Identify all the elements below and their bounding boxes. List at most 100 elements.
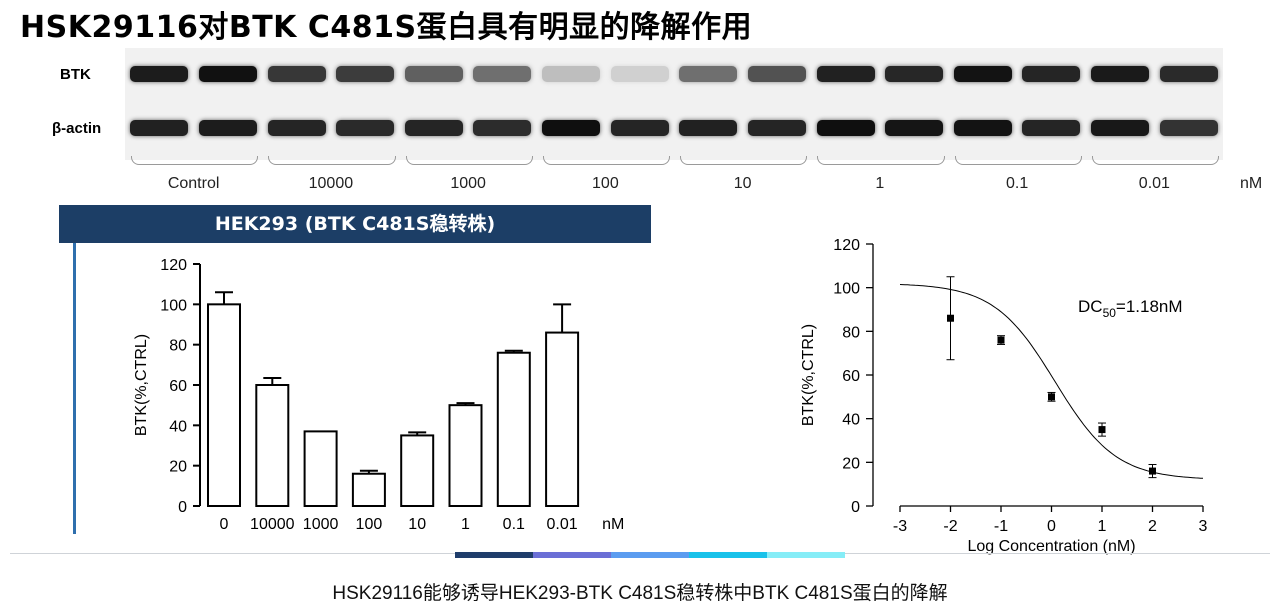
- blot-group-label: 0.1: [1006, 175, 1029, 192]
- bar-chart-y-tick-label: 0: [178, 499, 187, 516]
- blot-band-actin: [1091, 120, 1150, 136]
- blot-group-label: Control: [167, 175, 220, 192]
- bar: [255, 384, 290, 507]
- blot-band-actin: [267, 120, 326, 136]
- bar-chart-y-tick-label: 120: [160, 257, 187, 274]
- dc50-annotation-prefix: DC: [1078, 297, 1103, 316]
- blot-band-actin: [885, 120, 944, 136]
- blot-row-label-btk: BTK: [60, 66, 91, 83]
- bar: [545, 331, 580, 507]
- blot-group-label: 1000: [450, 175, 486, 192]
- blot-group-label: 10000: [308, 175, 354, 192]
- curve-chart-x-tick-label: -3: [893, 518, 907, 535]
- blot-group-brace: [954, 156, 1082, 165]
- blot-band-btk: [747, 66, 806, 82]
- blot-band-btk: [816, 66, 875, 82]
- bar-chart-x-tick-label: 0.01: [547, 516, 578, 533]
- curve-chart-x-tick-label: 1: [1098, 518, 1107, 535]
- blot-band-btk: [336, 66, 395, 82]
- dc50-annotation-suffix: =1.18nM: [1116, 297, 1183, 316]
- blot-band-btk: [885, 66, 944, 82]
- blot-band-actin: [130, 120, 189, 136]
- data-point: [1149, 467, 1156, 475]
- blot-band-actin: [404, 120, 463, 136]
- blot-band-btk: [679, 66, 738, 82]
- blot-group-brace: [680, 156, 808, 165]
- bar: [351, 472, 386, 508]
- blot-unit-label: nM: [1240, 175, 1263, 192]
- bar-chart-y-tick-label: 80: [169, 338, 187, 355]
- curve-chart-x-tick-label: -1: [994, 518, 1008, 535]
- page-title: HSK29116对BTK C481S蛋白具有明显的降解作用: [20, 10, 753, 45]
- data-point: [1048, 393, 1055, 401]
- cell-line-banner: HEK293 (BTK C481S稳转株): [59, 205, 651, 243]
- bar-chart-x-tick-label: 10000: [250, 516, 295, 533]
- data-point: [997, 336, 1005, 344]
- bar-chart-x-tick-label: 1000: [303, 516, 339, 533]
- bar: [400, 434, 435, 508]
- bar-chart-x-unit-label: nM: [602, 516, 624, 533]
- data-point: [947, 314, 954, 322]
- blot-group-label: 0.01: [1138, 175, 1170, 192]
- blot-row-label-actin: β-actin: [52, 120, 102, 137]
- blot-group-brace: [268, 156, 396, 165]
- bar-chart: 0 20 40 60 80 100 120 BTK(%,CTRL) 0 10000 1000 100 1…: [133, 257, 624, 533]
- curve-chart-x-tick-label: 3: [1199, 518, 1208, 535]
- blot-band-btk: [953, 66, 1012, 82]
- curve-chart-x-tick-label: 0: [1047, 518, 1056, 535]
- blot-band-actin: [1022, 120, 1081, 136]
- blot-band-actin: [610, 120, 669, 136]
- curve-chart-y-tick-label: 40: [842, 412, 860, 429]
- blot-band-actin: [816, 120, 875, 136]
- bar-chart-x-tick-label: 10: [408, 516, 426, 533]
- cell-line-banner-text: HEK293 (BTK C481S稳转株): [214, 213, 496, 235]
- blot-band-btk: [542, 66, 601, 82]
- bar-chart-y-tick-label: 20: [169, 459, 187, 476]
- blot-band-actin: [953, 120, 1012, 136]
- curve-chart-y-tick-label: 20: [842, 455, 860, 472]
- figure-caption: HSK29116能够诱导HEK293-BTK C481S稳转株中BTK C481…: [332, 583, 948, 604]
- blot-group-brace: [1091, 156, 1219, 165]
- blot-group-brace: [817, 156, 945, 165]
- dc50-annotation-subscript: 50: [1103, 306, 1117, 320]
- blot-band-btk: [610, 66, 669, 82]
- blot-band-actin: [1159, 120, 1218, 136]
- blot-group-brace: [405, 156, 533, 165]
- bar-chart-y-tick-label: 40: [169, 418, 187, 435]
- western-blot-image: [125, 48, 1223, 160]
- bar-chart-x-tick-label: 1: [461, 516, 470, 533]
- bar-chart-y-tick-label: 60: [169, 378, 187, 395]
- blot-group-label: 1: [875, 175, 885, 192]
- accent-strip-segment: [689, 552, 767, 558]
- curve-chart-y-tick-label: 80: [842, 324, 860, 341]
- curve-chart-x-tick-label: 2: [1148, 518, 1157, 535]
- banner-accent-line: [73, 243, 76, 534]
- bar-chart-x-tick-label: 100: [356, 516, 383, 533]
- blot-band-actin: [473, 120, 532, 136]
- blot-group-label: 100: [592, 175, 619, 192]
- bar-chart-y-axis-label: BTK(%,CTRL): [133, 334, 150, 436]
- curve-chart-x-tick-label: -2: [943, 518, 957, 535]
- blot-group-label: 10: [733, 175, 752, 192]
- blot-band-actin: [198, 120, 257, 136]
- bar-chart-y-tick-label: 100: [160, 297, 187, 314]
- curve-chart-y-tick-label: 60: [842, 368, 860, 385]
- blot-group-brace: [542, 156, 670, 165]
- bar: [496, 351, 531, 507]
- bar-chart-x-tick-label: 0: [220, 516, 229, 533]
- curve-chart-y-tick-label: 120: [833, 237, 860, 254]
- blot-band-btk: [1022, 66, 1081, 82]
- blot-band-btk: [267, 66, 326, 82]
- blot-band-btk: [473, 66, 532, 82]
- blot-band-btk: [130, 66, 189, 82]
- bar: [303, 430, 338, 507]
- dc50-annotation: DC50=1.18nM: [1078, 297, 1183, 320]
- blot-band-btk: [198, 66, 257, 82]
- bar: [448, 404, 483, 508]
- blot-band-btk: [404, 66, 463, 82]
- bar-chart-x-tick-label: 0.1: [503, 516, 525, 533]
- accent-strip-segment: [455, 552, 533, 558]
- accent-strip-segment: [767, 552, 845, 558]
- blot-band-btk: [1159, 66, 1218, 82]
- blot-band-actin: [336, 120, 395, 136]
